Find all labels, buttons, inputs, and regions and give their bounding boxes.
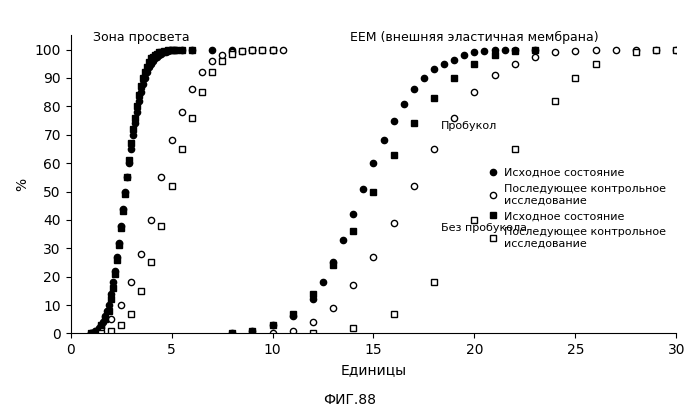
Text: ФИГ.88: ФИГ.88 (323, 393, 377, 407)
Legend: Исходное состояние, Последующее контрольное
исследование, Исходное состояние, По: Исходное состояние, Последующее контроль… (483, 163, 671, 253)
Text: Зона просвета: Зона просвета (93, 31, 190, 44)
Text: Без пробукола: Без пробукола (441, 222, 527, 233)
X-axis label: Единицы: Единицы (340, 363, 407, 377)
Text: ЕЕМ (внешняя эластичная мембрана): ЕЕМ (внешняя эластичная мембрана) (350, 31, 598, 44)
Y-axis label: %: % (15, 178, 29, 191)
Text: Пробукол: Пробукол (441, 120, 497, 131)
